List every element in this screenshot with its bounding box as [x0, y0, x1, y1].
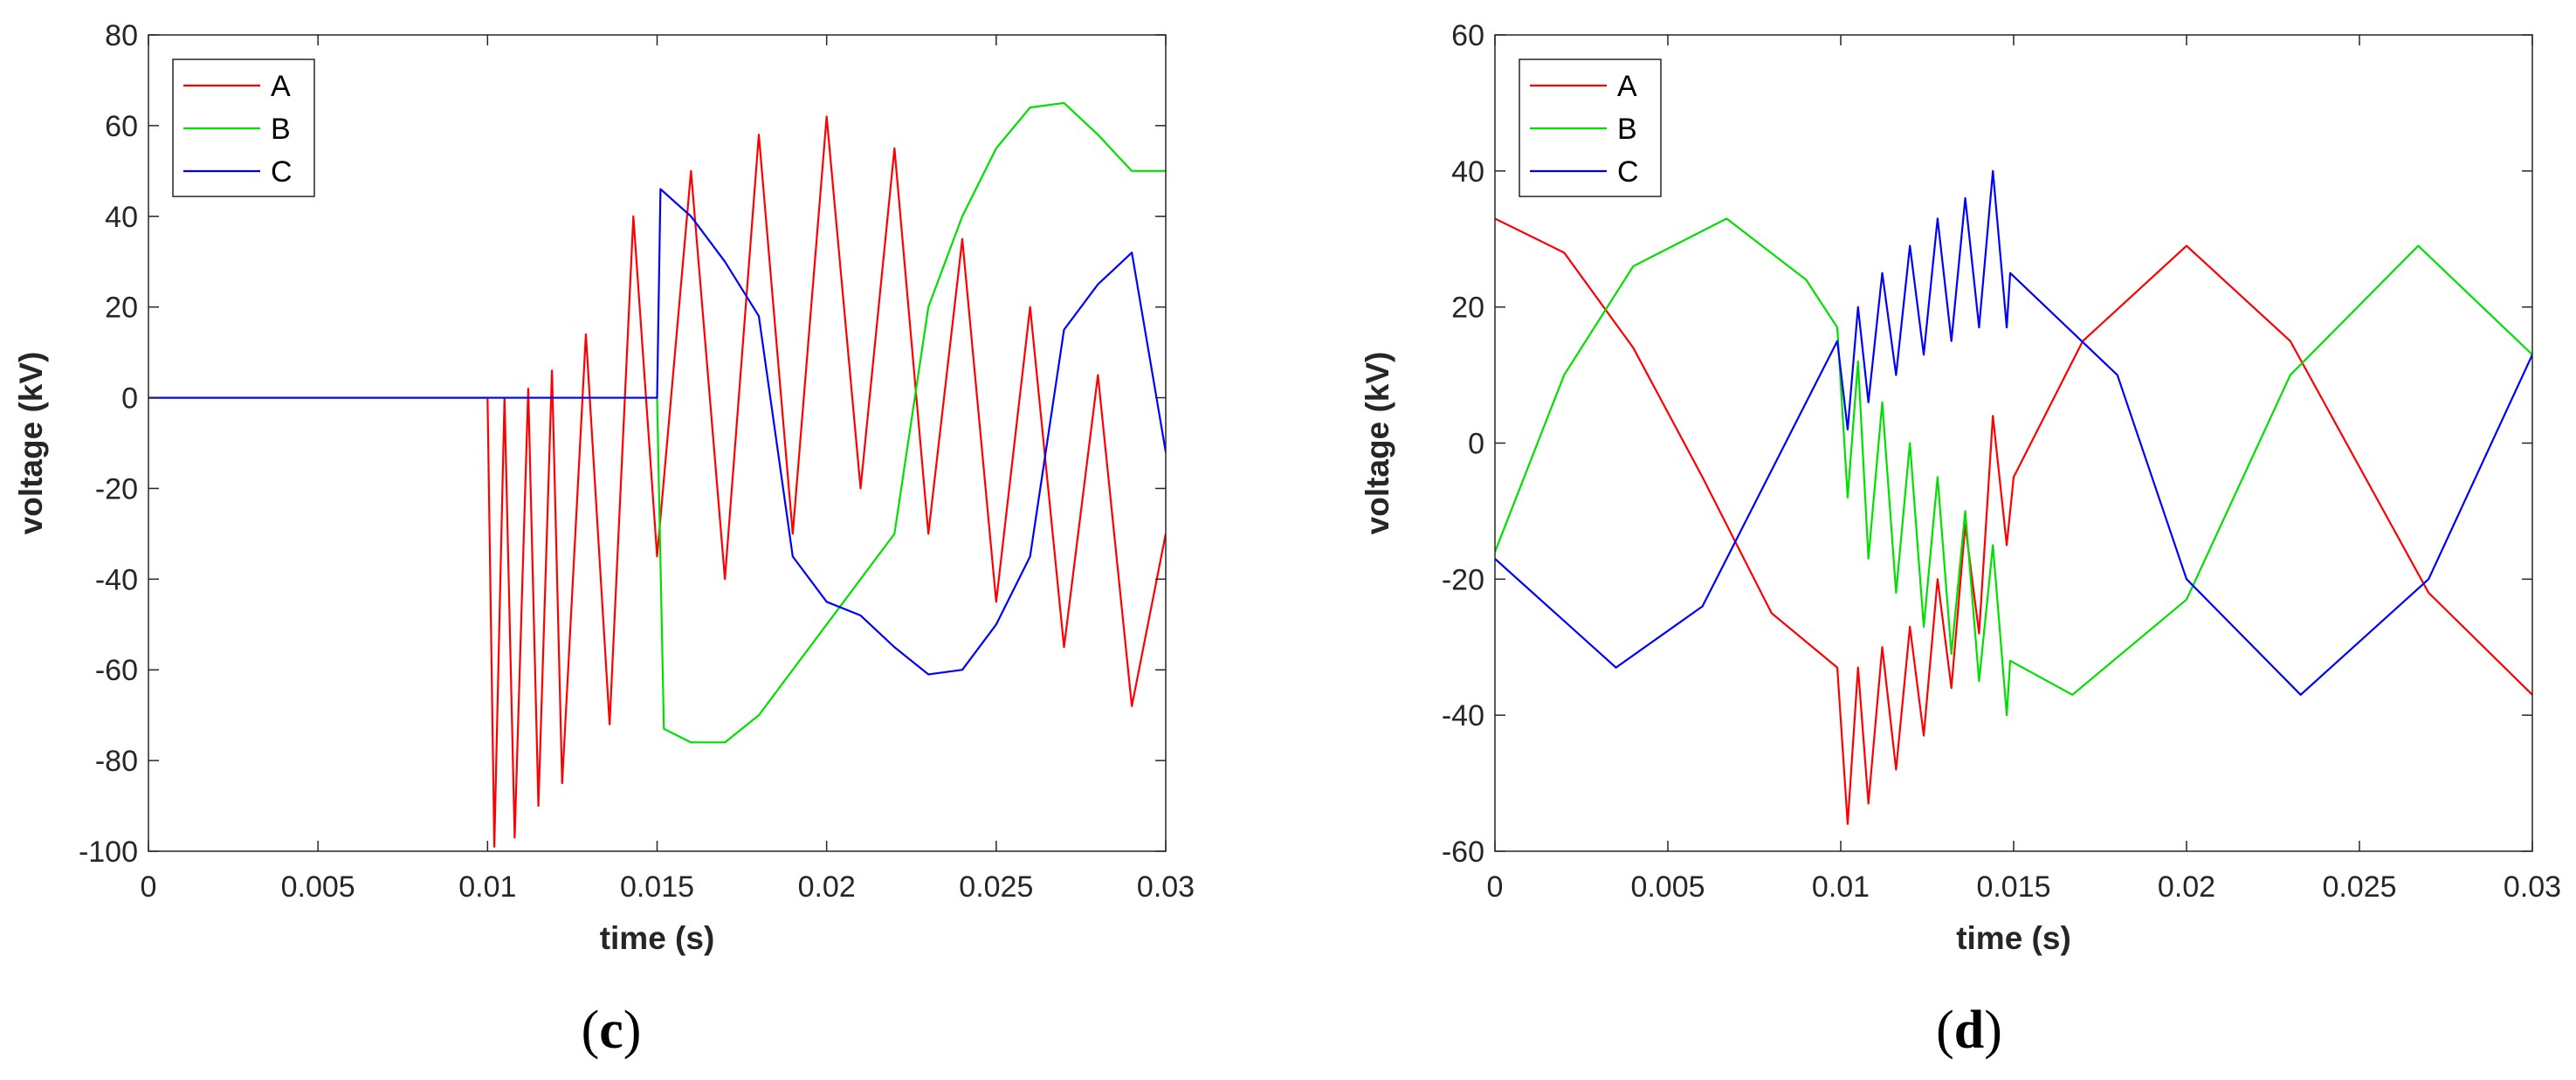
legend-label-b: B — [271, 113, 291, 146]
x-tick-label: 0.03 — [2504, 870, 2561, 904]
y-tick-label: -60 — [95, 654, 138, 687]
x-tick-label: 0.005 — [1630, 870, 1705, 904]
y-tick-label: -40 — [95, 563, 138, 596]
x-axis-label: time (s) — [600, 920, 715, 956]
x-tick-label: 0.015 — [1976, 870, 2050, 904]
chart-panel-d: 0 0.005 0.01 0.015 0.02 0.025 0.03 -60 -40 -20 0 20… — [1360, 19, 2561, 1060]
y-axis-label: voltage (kV) — [13, 352, 49, 535]
panel-label: (d) — [1936, 1001, 2002, 1060]
panel-label-close: ) — [1984, 1001, 2002, 1060]
y-tick-label: 40 — [1451, 155, 1484, 189]
panel-label-open: ( — [582, 1001, 600, 1060]
x-axis-label: time (s) — [1956, 920, 2071, 956]
y-tick-label: 60 — [105, 110, 138, 143]
y-tick-label: -20 — [95, 472, 138, 506]
panel-label-letter: c — [599, 1001, 623, 1060]
x-tick-label: 0 — [141, 870, 157, 904]
x-tick-label: 0.005 — [281, 870, 355, 904]
series-line-c — [1495, 169, 2532, 696]
panel-label-letter: d — [1954, 1001, 1984, 1060]
legend-label-c: C — [1617, 155, 1639, 189]
panel-label: (c) — [582, 1001, 642, 1060]
x-tick-label: 0.01 — [1812, 870, 1870, 904]
x-tick-label: 0.025 — [2322, 870, 2396, 904]
x-tick-label: 0.02 — [798, 870, 856, 904]
x-tick-label: 0.03 — [1137, 870, 1195, 904]
chart-panel-c: 0 0.005 0.01 0.015 0.02 0.025 0.03 -100 -80 -60 -4… — [13, 19, 1195, 1060]
x-tick-label: 0.02 — [2158, 870, 2215, 904]
y-tick-label: -60 — [1442, 836, 1484, 869]
legend-label-a: A — [271, 70, 291, 103]
legend: ABC — [172, 58, 315, 197]
y-tick-label: 80 — [105, 19, 138, 52]
y-axis-label: voltage (kV) — [1360, 352, 1395, 535]
legend-label-b: B — [1617, 113, 1637, 146]
legend-label-a: A — [1617, 70, 1637, 103]
x-tick-label: 0 — [1487, 870, 1504, 904]
y-tick-label: 40 — [105, 201, 138, 234]
x-tick-label: 0.01 — [458, 870, 516, 904]
y-tick-label: 60 — [1451, 19, 1484, 52]
series-line-a — [148, 115, 1166, 848]
y-tick-label: -20 — [1442, 563, 1484, 596]
panel-label-close: ) — [623, 1001, 642, 1060]
plot-area — [1495, 35, 2532, 851]
y-tick-label: -40 — [1442, 699, 1484, 733]
y-tick-label: 0 — [1468, 428, 1484, 461]
x-tick-label: 0.025 — [959, 870, 1033, 904]
legend-label-c: C — [271, 155, 293, 189]
y-tick-label: 20 — [1451, 292, 1484, 325]
series-line-c — [148, 188, 1166, 676]
y-tick-label: 0 — [121, 382, 138, 416]
y-tick-label: -100 — [79, 836, 138, 869]
x-tick-label: 0.015 — [620, 870, 694, 904]
y-tick-label: 20 — [105, 292, 138, 325]
y-tick-label: -80 — [95, 745, 138, 778]
panel-label-open: ( — [1936, 1001, 1954, 1060]
series-group — [1495, 169, 2532, 825]
legend: ABC — [1519, 58, 1662, 197]
series-line-b — [1495, 217, 2532, 717]
series-line-b — [148, 101, 1166, 744]
series-group — [148, 101, 1166, 848]
